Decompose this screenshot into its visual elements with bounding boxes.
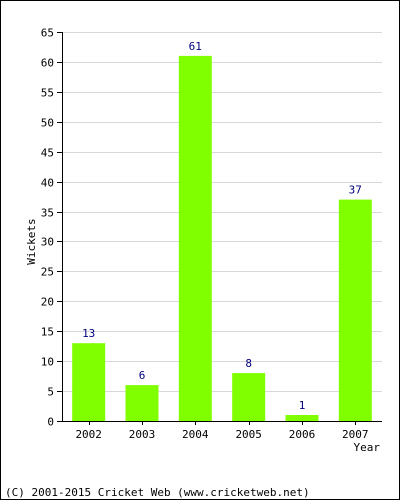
y-axis-title: Wickets (25, 218, 38, 264)
x-tick-label: 2006 (289, 428, 316, 441)
y-tick-label: 0 (47, 416, 54, 429)
bar (338, 199, 372, 421)
y-tick-label: 5 (47, 386, 54, 399)
x-tick-label: 2005 (235, 428, 262, 441)
x-tick-label: 2002 (75, 428, 102, 441)
data-label: 1 (299, 399, 306, 412)
data-label: 61 (189, 40, 202, 53)
y-tick-label: 30 (41, 236, 54, 249)
x-tick-label: 2007 (342, 428, 369, 441)
bar (178, 55, 212, 422)
data-label: 13 (82, 327, 95, 340)
bar (125, 385, 159, 421)
y-tick-label: 10 (41, 356, 54, 369)
gridlines (62, 32, 382, 392)
y-tick-labels: 0 5 10 15 20 25 30 35 40 45 50 55 60 65 (41, 27, 54, 429)
bar (72, 343, 106, 421)
y-tick-label: 50 (41, 117, 54, 130)
y-tick-label: 60 (41, 57, 54, 70)
bar (232, 373, 266, 421)
y-tick-label: 15 (41, 326, 54, 339)
y-tick-label: 55 (41, 87, 54, 100)
axes (57, 32, 382, 425)
data-labels: 13 6 61 8 1 37 (82, 40, 362, 412)
y-tick-label: 35 (41, 207, 54, 220)
y-tick-label: 40 (41, 177, 54, 190)
x-axis-title: Year (354, 441, 381, 454)
bar (285, 415, 319, 421)
x-tick-label: 2003 (129, 428, 156, 441)
y-tick-label: 25 (41, 266, 54, 279)
y-tick-label: 45 (41, 147, 54, 160)
x-tick-label: 2004 (182, 428, 209, 441)
x-tick-labels: 2002 2003 2004 2005 2006 2007 (75, 428, 368, 441)
bars (72, 55, 372, 422)
data-label: 8 (245, 357, 252, 370)
data-label: 37 (349, 184, 362, 197)
y-tick-label: 20 (41, 296, 54, 309)
data-label: 6 (139, 369, 146, 382)
copyright-text: (C) 2001-2015 Cricket Web (www.cricketwe… (5, 486, 310, 499)
y-tick-label: 65 (41, 27, 54, 40)
